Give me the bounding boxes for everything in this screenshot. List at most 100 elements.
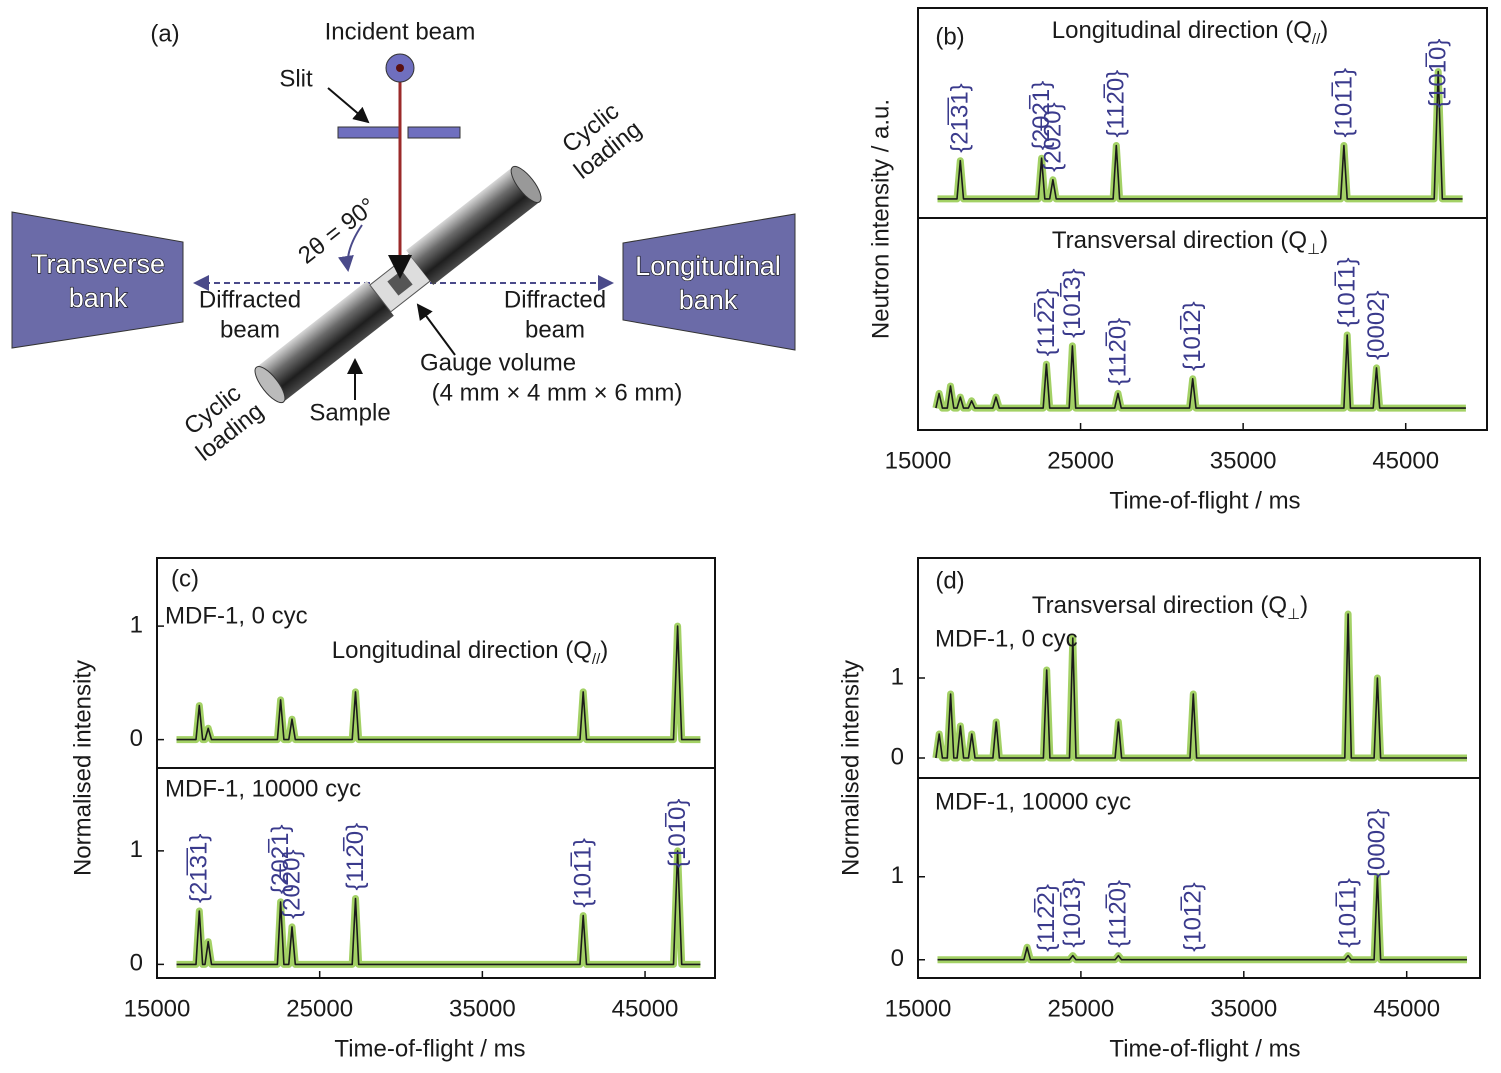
- x-tick-label: 45000: [1373, 995, 1440, 1022]
- label: Gauge volume: [420, 349, 576, 376]
- subplot-title: Transversal direction (Q⊥): [1052, 227, 1328, 258]
- peak-label: {101̅2}: [1180, 882, 1207, 951]
- x-tick-label: 25000: [1048, 995, 1115, 1022]
- x-tick-label: 45000: [612, 995, 679, 1022]
- subplot-note: MDF-1, 10000 cyc: [165, 775, 361, 802]
- peak-label: {202̅1}: [1028, 81, 1055, 150]
- title-subscript: ⊥: [1287, 606, 1300, 623]
- peak-label: {112̅0}: [1105, 880, 1132, 948]
- peak-label: {112̅2}: [1033, 884, 1060, 952]
- subplot-note: MDF-1, 0 cyc: [165, 602, 308, 629]
- bank-label: Transverse: [31, 249, 165, 279]
- x-tick-label: 35000: [449, 995, 516, 1022]
- y-tick-label: 0: [891, 743, 904, 770]
- pointer: [327, 87, 370, 124]
- label: Sample: [309, 399, 390, 426]
- x-axis-label: Time-of-flight / ms: [1109, 487, 1300, 514]
- y-tick-label: 1: [130, 836, 143, 863]
- x-axis-label: Time-of-flight / ms: [334, 1035, 525, 1062]
- peak-label: {101̅0}: [664, 799, 691, 868]
- subplot-note: MDF-1, 10000 cyc: [935, 788, 1131, 815]
- title-text: ): [1300, 592, 1308, 619]
- peak-label: {101̅3}: [1059, 878, 1086, 947]
- title-subscript: //: [592, 651, 601, 668]
- label: beam: [220, 316, 280, 343]
- subplot-note: MDF-1, 0 cyc: [935, 625, 1078, 652]
- angle-arc: [338, 224, 363, 272]
- title-text: ): [1320, 227, 1328, 254]
- peak-label: {101̅0}: [1425, 39, 1452, 108]
- spectrum-line: [176, 625, 701, 741]
- y-axis-label: Normalised intensity: [837, 660, 864, 876]
- peak-label: {202̅1}: [267, 825, 294, 894]
- x-tick-label: 15000: [885, 447, 952, 474]
- panel-label: (d): [935, 567, 964, 594]
- peak-label: {101̅1}: [1330, 68, 1357, 137]
- x-tick-label: 15000: [885, 995, 952, 1022]
- plot-frame: [917, 777, 1481, 979]
- pointer: [416, 303, 456, 356]
- y-tick-label: 1: [130, 611, 143, 638]
- subplot-title: Longitudinal direction (Q//): [1052, 17, 1329, 48]
- spectrum-line: [937, 876, 1467, 961]
- label: (4 mm × 4 mm × 6 mm): [432, 379, 683, 406]
- plot-frame: [156, 767, 716, 979]
- label: beam: [525, 316, 585, 343]
- y-tick-label: 1: [891, 862, 904, 889]
- sample: [254, 165, 542, 404]
- spectrum-line: [176, 850, 701, 966]
- title-subscript: ⊥: [1307, 241, 1320, 258]
- peak-label: {0002}: [1364, 809, 1391, 878]
- peak-label: {202̅0}: [278, 849, 305, 918]
- peak-label: {112̅0}: [342, 823, 369, 891]
- spectrum-line: [937, 70, 1463, 200]
- bank-label: bank: [69, 283, 128, 313]
- title-subscript: //: [1312, 31, 1321, 48]
- title-text: Longitudinal direction (Q: [332, 637, 592, 664]
- y-axis-label: Normalised intensity: [69, 660, 96, 876]
- x-axis-label: Time-of-flight / ms: [1109, 1035, 1300, 1062]
- peak-label: {112̅2}: [1033, 289, 1060, 357]
- title-text: Transversal direction (Q: [1052, 227, 1307, 254]
- bank-label: Longitudinal: [635, 251, 781, 281]
- plot-frame: [917, 217, 1488, 431]
- peak-label: {0002}: [1363, 290, 1390, 359]
- beam-source: [396, 64, 404, 72]
- y-tick-label: 0: [891, 945, 904, 972]
- label: Diffracted: [504, 286, 606, 313]
- y-tick-label: 0: [130, 950, 143, 977]
- x-tick-label: 35000: [1210, 995, 1277, 1022]
- y-tick-label: 1: [891, 663, 904, 690]
- bank-label: bank: [679, 285, 738, 315]
- peak-label: {101̅1}: [570, 838, 597, 907]
- spectrum-markers: [176, 847, 701, 968]
- peak-label: {112̅0}: [1103, 70, 1130, 138]
- transverse-bank: [11, 211, 184, 349]
- peak-label: {21̅3̅1}: [947, 83, 974, 152]
- panel-label: (b): [935, 23, 964, 50]
- subplot-title: Longitudinal direction (Q//): [332, 637, 609, 668]
- label: Incident beam: [325, 18, 476, 45]
- peak-label: {202̅0}: [1039, 102, 1066, 171]
- title-text: Transversal direction (Q: [1032, 592, 1287, 619]
- title-text: Longitudinal direction (Q: [1052, 17, 1312, 44]
- x-tick-label: 25000: [1047, 447, 1114, 474]
- label: 2θ = 90°: [293, 193, 381, 270]
- panel-label: (a): [150, 20, 179, 47]
- peak-label: {101̅2}: [1179, 301, 1206, 370]
- y-axis-label: Neutron intensity / a.u.: [867, 99, 894, 339]
- spectrum-line: [935, 613, 1467, 759]
- panel-label: (c): [171, 565, 199, 592]
- title-text: ): [600, 637, 608, 664]
- x-tick-label: 35000: [1210, 447, 1277, 474]
- slit: [407, 126, 461, 139]
- diagram: Transverse bank Longitudinal bank (a) In…: [11, 18, 796, 467]
- y-tick-label: 0: [130, 725, 143, 752]
- title-text: ): [1320, 17, 1328, 44]
- x-tick-label: 45000: [1372, 447, 1439, 474]
- spectrum-markers: [937, 68, 1463, 203]
- slit: [337, 126, 401, 139]
- longitudinal-bank: [622, 213, 796, 351]
- label: Diffracted: [199, 286, 301, 313]
- label: Slit: [279, 65, 313, 92]
